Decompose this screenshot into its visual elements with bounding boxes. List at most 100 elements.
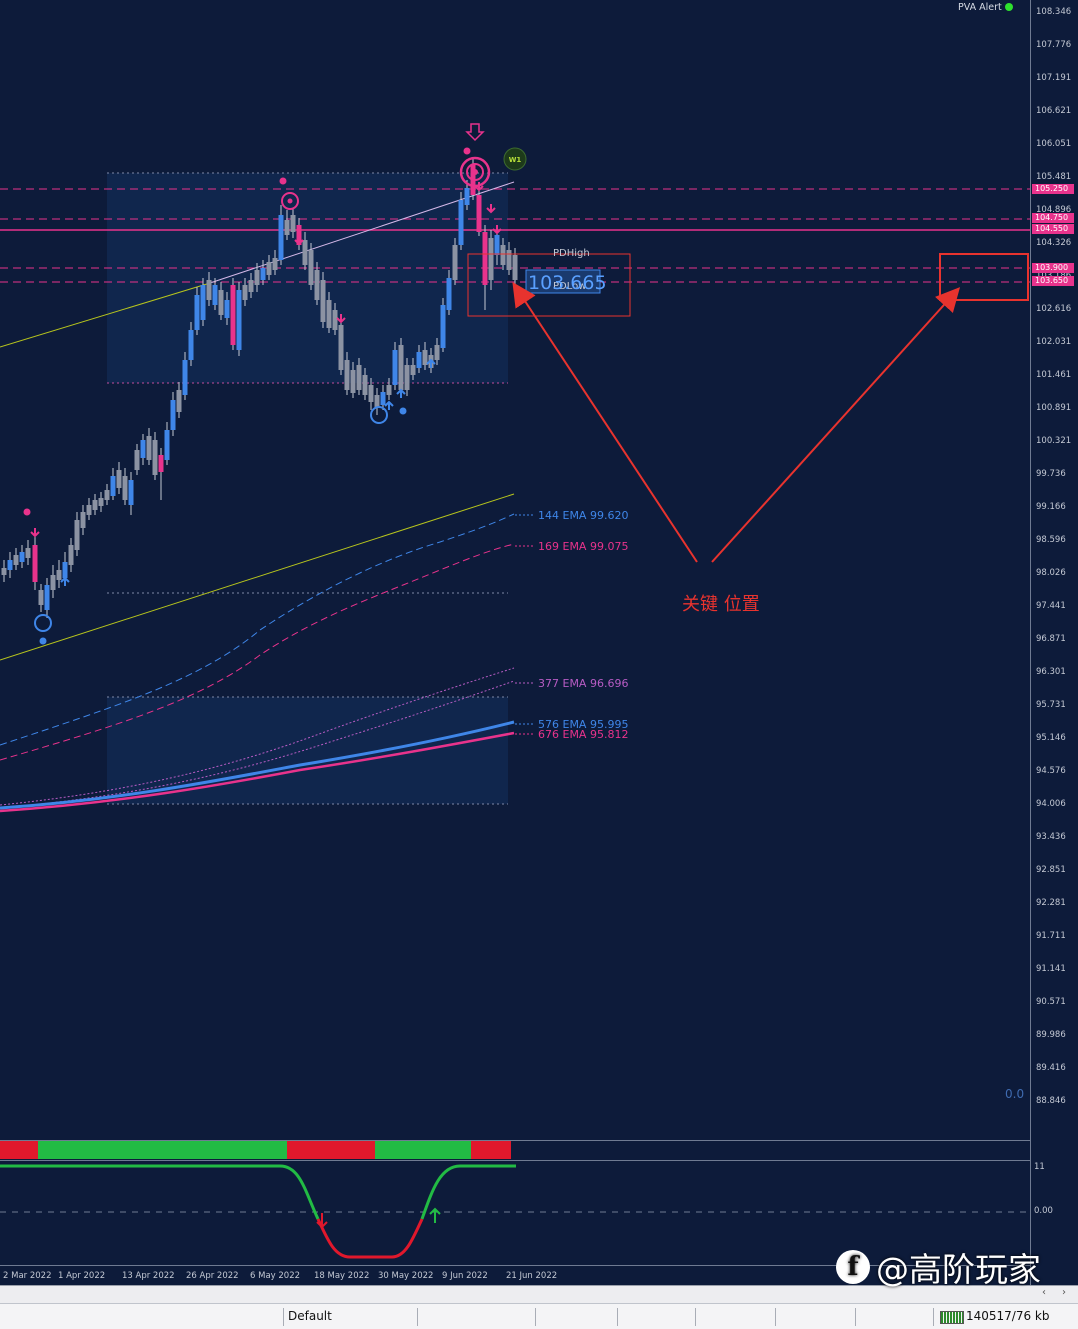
candle-body: [362, 375, 368, 395]
current-price-label: 103.665: [528, 272, 607, 294]
candle-body: [344, 360, 350, 390]
target-center-icon: [472, 169, 478, 175]
candle-body: [356, 365, 362, 390]
price-axis-label: 105.481: [1036, 172, 1072, 182]
price-axis-label: 91.141: [1036, 964, 1066, 974]
price-axis-label: 104.896: [1036, 205, 1072, 215]
time-axis[interactable]: 2 Mar 2022 1 Apr 2022 13 Apr 2022 26 Apr 20…: [0, 1265, 1030, 1286]
candle-body: [104, 490, 110, 500]
price-axis-label: 88.846: [1036, 1096, 1066, 1106]
sell-arrow-icon: [30, 528, 40, 538]
candle-body: [158, 455, 164, 472]
main-chart[interactable]: 144 EMA 99.620 169 EMA 99.075 377 EMA 96.6…: [0, 0, 1078, 1140]
facebook-logo-icon: f: [836, 1250, 870, 1284]
price-axis-label: 99.736: [1036, 469, 1066, 479]
osc-sell-arrow-icon: [316, 1213, 328, 1229]
candle-body: [296, 225, 302, 245]
candle-body: [170, 400, 176, 430]
candle-body: [242, 285, 248, 300]
current-price-box: [525, 269, 601, 294]
price-axis-label: 101.461: [1036, 370, 1072, 380]
price-axis-label: 92.851: [1036, 865, 1066, 875]
candle-body: [434, 345, 440, 360]
candle-body: [62, 562, 68, 578]
candle-body: [488, 238, 494, 280]
target-ring-icon: [370, 406, 388, 424]
price-axis-label: 100.321: [1036, 436, 1072, 446]
candle-body: [320, 280, 326, 322]
candle-body: [68, 545, 74, 565]
annotation-text: 关键 位置: [682, 594, 760, 615]
sell-arrow-icon: [336, 314, 346, 324]
ema-377-line: [0, 667, 515, 806]
candle-body: [500, 245, 506, 265]
price-axis-label: 93.436: [1036, 832, 1066, 842]
price-axis-label: 91.711: [1036, 931, 1066, 941]
pva-alert-label: PVA Alert: [958, 2, 1002, 13]
candle-body: [452, 245, 458, 280]
price-axis-label: 95.146: [1036, 733, 1066, 743]
price-axis-label: 107.776: [1036, 40, 1072, 50]
scroll-right-icon[interactable]: ›: [1062, 1287, 1066, 1298]
watermark: f @高阶玩家: [836, 1244, 1041, 1290]
osc-upper-label: 11: [1034, 1162, 1045, 1172]
trendline-resistance: [209, 181, 515, 284]
price-axis-label: 106.621: [1036, 106, 1072, 116]
candle-body: [134, 450, 140, 470]
price-level-tag: 104.750: [1032, 213, 1074, 223]
candle-body: [416, 352, 422, 368]
candle-body: [392, 350, 398, 385]
sell-arrow-icon: [294, 236, 304, 246]
candle-body: [224, 300, 230, 318]
pva-alert[interactable]: PVA Alert: [958, 2, 1013, 13]
candle-body: [19, 552, 25, 562]
trend-segment-bear: [471, 1141, 511, 1159]
corner-value: 0.0: [1005, 1087, 1024, 1101]
annotation-arrow: [512, 281, 698, 563]
price-axis-label: 96.871: [1036, 634, 1066, 644]
candle-body: [50, 575, 56, 590]
candle-body: [98, 498, 104, 506]
time-axis-label: 18 May 2022: [314, 1271, 370, 1281]
ema-label: 169 EMA 99.075: [538, 540, 628, 553]
candle-body: [314, 270, 320, 300]
candle-body: [446, 278, 452, 310]
signal-dot-icon: [399, 407, 407, 415]
time-axis-label: 30 May 2022: [378, 1271, 434, 1281]
oscillator-pane[interactable]: [0, 1160, 1030, 1266]
chart-canvas[interactable]: 144 EMA 99.620 169 EMA 99.075 377 EMA 96.6…: [0, 0, 1030, 1140]
candle-body: [278, 215, 284, 260]
buy-arrow-icon: [426, 358, 436, 368]
status-bar: Default 140517/76 kb: [0, 1303, 1078, 1329]
price-axis[interactable]: 108.346 107.776 107.191 106.621 106.051 105.4…: [1030, 0, 1078, 1285]
candle-body: [272, 258, 278, 270]
price-axis-label: 98.026: [1036, 568, 1066, 578]
time-axis-label: 2 Mar 2022: [3, 1271, 52, 1281]
candle-body: [338, 325, 344, 370]
candle-body: [218, 290, 224, 315]
price-axis-label: 94.006: [1036, 799, 1066, 809]
annotation-arrow: [711, 287, 961, 563]
osc-zero-label: 0.00: [1034, 1206, 1053, 1216]
price-axis-label: 104.326: [1036, 238, 1072, 248]
chart-scrollbar[interactable]: ‹ ›: [0, 1285, 1078, 1304]
price-level-tag: 103.900: [1032, 263, 1074, 273]
price-level-tag: 104.550: [1032, 224, 1074, 234]
trend-segment-bull: [375, 1141, 471, 1159]
candle-body: [32, 545, 38, 582]
candle-body: [122, 476, 128, 500]
ema-label: 576 EMA 95.995: [538, 718, 628, 731]
scroll-left-icon[interactable]: ‹: [1042, 1287, 1046, 1298]
profile-name[interactable]: Default: [288, 1309, 332, 1323]
price-axis-label: 89.416: [1036, 1063, 1066, 1073]
time-axis-label: 9 Jun 2022: [442, 1271, 488, 1281]
price-axis-label: 97.441: [1036, 601, 1066, 611]
price-level-tag: 103.650: [1032, 276, 1074, 286]
key-level-box: [939, 253, 1029, 301]
trend-segment-bull: [38, 1141, 287, 1159]
signal-dot-icon: [279, 177, 287, 185]
candle-body: [146, 436, 152, 460]
connection-status: 140517/76 kb: [966, 1309, 1050, 1323]
price-axis-label: 89.986: [1036, 1030, 1066, 1040]
candle-body: [176, 390, 182, 412]
